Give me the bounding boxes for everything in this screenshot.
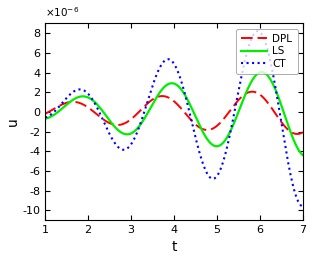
DPL [250,90,254,93]
LS [246,87,250,90]
CT [301,205,305,208]
Legend: DPL, LS, CT: DPL, LS, CT [236,29,298,74]
LS [162,86,166,89]
Line: DPL: DPL [45,92,303,134]
Y-axis label: u: u [6,117,20,126]
CT [43,116,47,119]
CT [301,205,305,208]
DPL [301,131,305,134]
CT [168,58,172,62]
CT [56,106,60,109]
LS [43,117,47,120]
LS [168,82,172,85]
DPL [246,91,250,94]
LS [301,154,305,157]
Line: CT: CT [45,31,303,206]
Text: $\times10^{-6}$: $\times10^{-6}$ [45,6,80,20]
LS [294,142,297,146]
DPL [56,105,60,108]
LS [294,142,297,145]
DPL [294,132,297,135]
DPL [162,95,166,98]
DPL [295,132,299,135]
LS [260,70,264,74]
DPL [294,132,297,135]
DPL [43,112,47,115]
X-axis label: t: t [171,240,177,255]
DPL [168,97,172,100]
CT [162,60,166,63]
CT [246,47,250,50]
CT [256,30,260,33]
CT [294,193,297,196]
CT [294,193,297,196]
Line: LS: LS [45,72,303,155]
LS [56,110,60,113]
